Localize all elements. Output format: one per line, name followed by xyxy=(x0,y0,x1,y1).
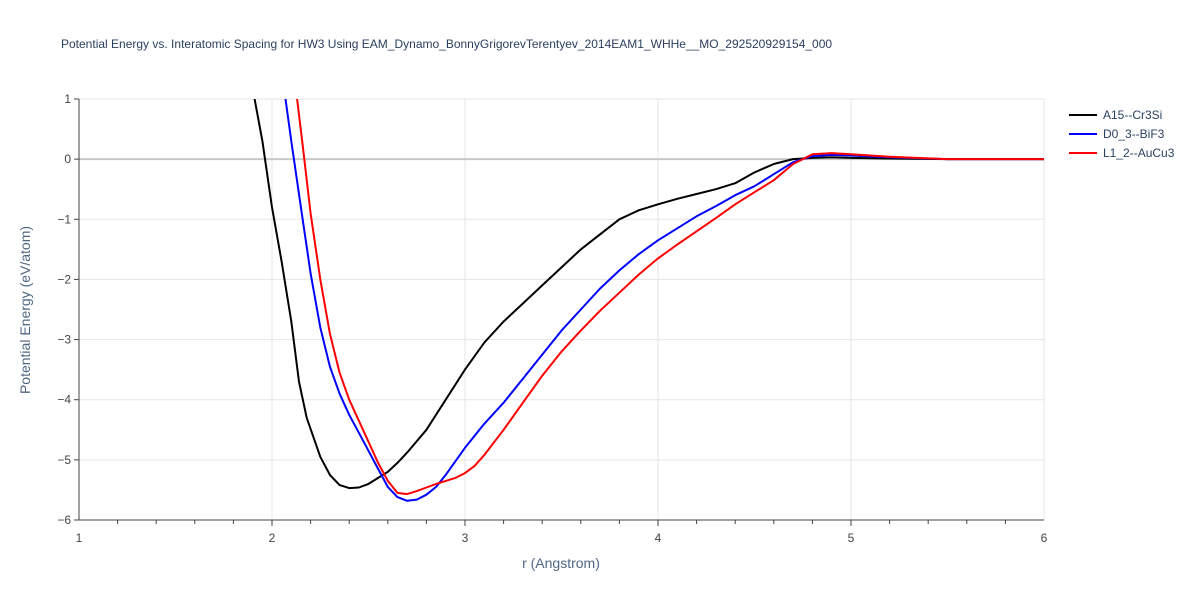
legend-item[interactable]: L1_2--AuCu3 xyxy=(1069,146,1175,160)
series-layer xyxy=(253,99,1044,502)
y-tick-label: −1 xyxy=(57,212,71,226)
x-tick-label: 6 xyxy=(1041,531,1048,545)
y-tick-label: −3 xyxy=(57,333,71,347)
legend-label: A15--Cr3Si xyxy=(1103,108,1162,122)
chart-title: Potential Energy vs. Interatomic Spacing… xyxy=(61,37,833,51)
y-tick-label: −6 xyxy=(57,513,71,527)
x-axis-title: r (Angstrom) xyxy=(522,555,600,571)
x-tick-label: 3 xyxy=(462,531,469,545)
legend-item[interactable]: A15--Cr3Si xyxy=(1069,108,1162,122)
x-tick-label: 5 xyxy=(848,531,855,545)
x-tick-label: 1 xyxy=(76,531,83,545)
y-tick-label: 0 xyxy=(64,152,71,166)
grid-layer xyxy=(79,98,1045,520)
y-tick-label: 1 xyxy=(64,92,71,106)
x-tick-label: 2 xyxy=(269,531,276,545)
legend[interactable]: A15--Cr3Si D0_3--BiF3 L1_2--AuCu3 xyxy=(1069,108,1175,160)
series-line-0 xyxy=(253,99,1044,490)
series-line-2 xyxy=(296,99,1044,496)
legend-label: D0_3--BiF3 xyxy=(1103,127,1165,141)
y-axis-title: Potential Energy (eV/atom) xyxy=(17,226,33,394)
axis-layer: 1 2 3 4 5 6 1 0 −1 −2 −3 −4 −5 −6 xyxy=(57,92,1047,545)
legend-label: L1_2--AuCu3 xyxy=(1103,146,1175,160)
y-tick-label: −4 xyxy=(57,393,71,407)
x-tick-label: 4 xyxy=(655,531,662,545)
legend-item[interactable]: D0_3--BiF3 xyxy=(1069,127,1165,141)
y-tick-label: −2 xyxy=(57,272,71,286)
y-tick-label: −5 xyxy=(57,453,71,467)
series-line-1 xyxy=(284,99,1044,502)
